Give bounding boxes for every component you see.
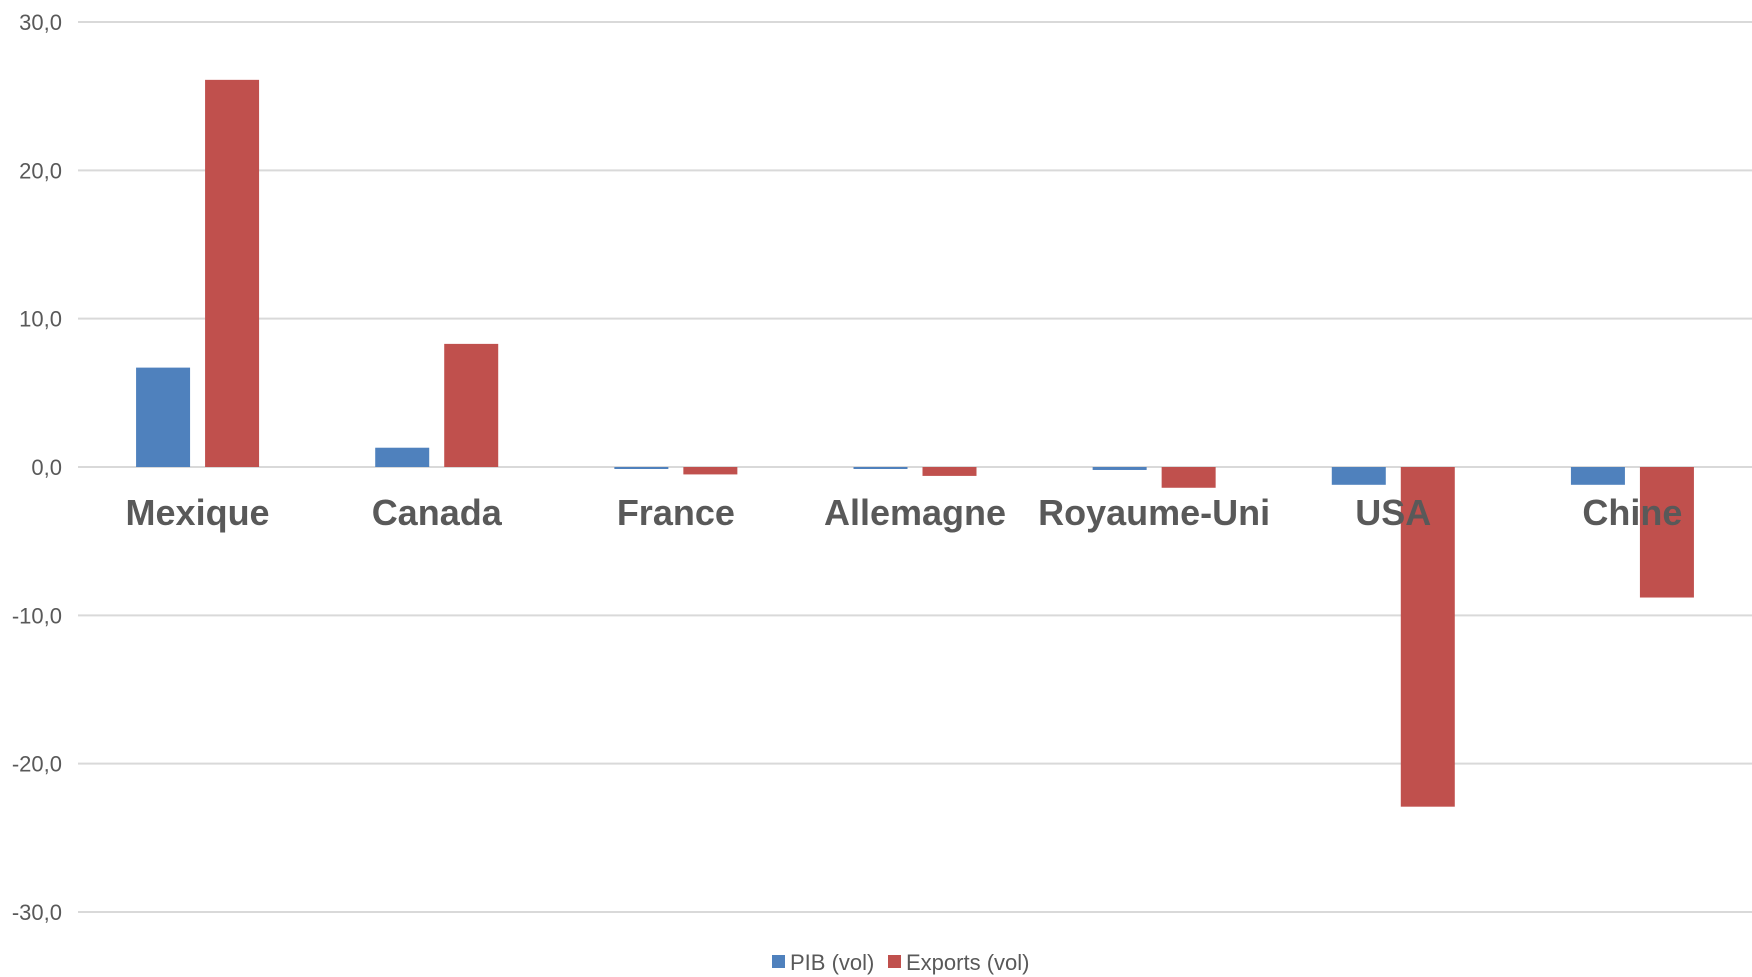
legend-swatch-exports xyxy=(888,955,901,968)
bar-pib xyxy=(1570,467,1625,485)
y-tick-label: 20,0 xyxy=(19,158,62,183)
category-label: Royaume-Uni xyxy=(1038,492,1270,533)
bar-exports xyxy=(683,467,738,475)
y-axis-tick-labels: 30,0 20,0 10,0 0,0 -10,0 -20,0 -30,0 xyxy=(12,10,62,925)
bar-pib xyxy=(1092,467,1147,470)
y-tick-label: 30,0 xyxy=(19,10,62,35)
bar-pib xyxy=(136,367,191,467)
bar-exports xyxy=(205,79,260,467)
legend-label: Exports (vol) xyxy=(906,950,1029,975)
y-tick-label: 0,0 xyxy=(31,455,62,480)
bar-exports xyxy=(444,343,499,467)
bar-pib xyxy=(375,447,430,467)
legend: PIB (vol) Exports (vol) xyxy=(772,950,1029,975)
y-tick-label: -10,0 xyxy=(12,603,62,628)
legend-swatch-pib xyxy=(772,955,785,968)
category-labels: Mexique Canada France Allemagne Royaume-Uni U… xyxy=(126,492,1683,533)
bar-exports xyxy=(922,467,977,476)
bar-exports xyxy=(1639,467,1694,598)
bars xyxy=(136,79,1694,807)
category-label: Chine xyxy=(1582,492,1682,533)
legend-label: PIB (vol) xyxy=(790,950,874,975)
category-label: Canada xyxy=(372,492,503,533)
bar-exports xyxy=(1161,467,1216,488)
category-label: France xyxy=(617,492,735,533)
y-tick-label: -20,0 xyxy=(12,752,62,777)
bar-pib xyxy=(614,467,669,469)
category-label: USA xyxy=(1355,492,1431,533)
category-label: Mexique xyxy=(126,492,270,533)
bar-pib xyxy=(1331,467,1386,485)
bar-pib xyxy=(853,467,908,469)
category-label: Allemagne xyxy=(824,492,1006,533)
y-tick-label: -30,0 xyxy=(12,900,62,925)
gridlines xyxy=(78,21,1752,913)
bar-exports xyxy=(1400,467,1455,807)
y-tick-label: 10,0 xyxy=(19,307,62,332)
